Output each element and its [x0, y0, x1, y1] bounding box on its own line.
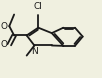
Text: O: O	[0, 40, 7, 49]
Text: N: N	[31, 47, 38, 56]
Text: O: O	[0, 22, 7, 31]
Text: Cl: Cl	[34, 2, 43, 11]
